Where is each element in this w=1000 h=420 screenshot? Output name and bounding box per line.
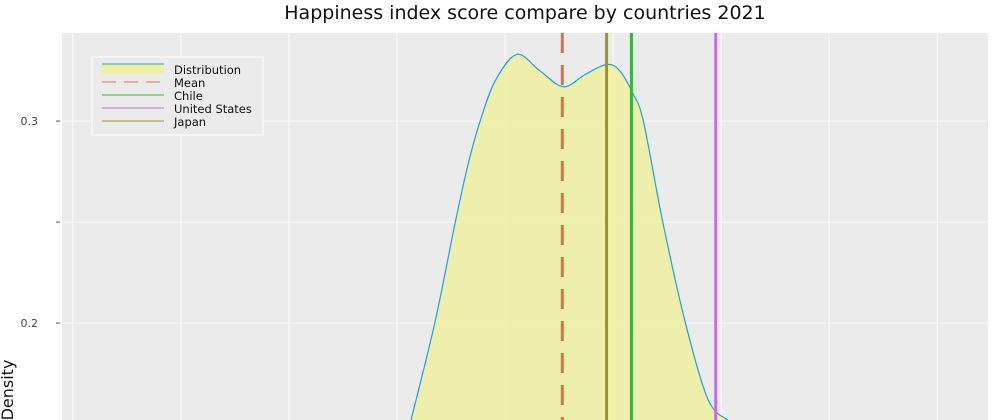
chart-title: Happiness index score compare by countri… (284, 2, 765, 24)
legend-label: Distribution (174, 63, 241, 77)
legend-label: Chile (174, 89, 203, 103)
legend-label: Mean (174, 76, 205, 90)
legend-label: United States (174, 102, 252, 116)
y-tick-label: 0.2 (21, 317, 39, 330)
legend-label: Japan (173, 115, 206, 129)
distribution-curve (410, 53, 729, 420)
distribution-fill (411, 54, 728, 420)
legend-swatch-fill (102, 64, 164, 74)
y-tick-label: 0.3 (21, 115, 39, 128)
y-axis-label: Density (0, 360, 17, 420)
